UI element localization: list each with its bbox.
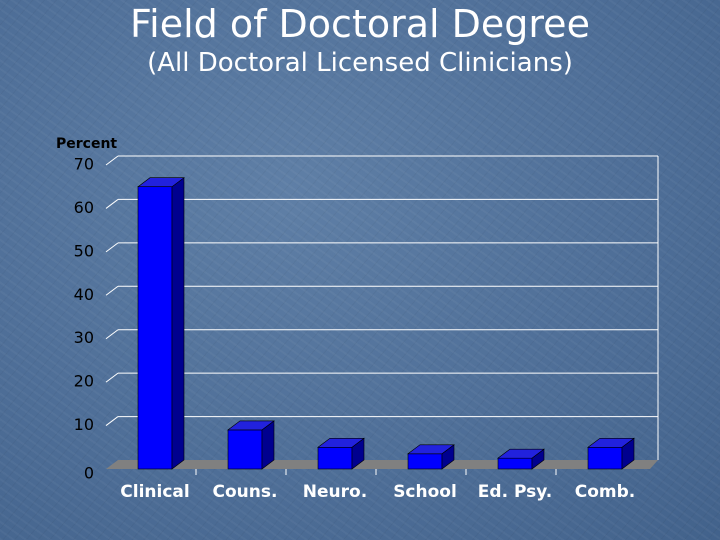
y-tick-label: 0 [84,464,94,483]
slide-subtitle: (All Doctoral Licensed Clinicians) [147,48,573,78]
bar-front [407,453,443,470]
gridline-side [105,285,119,296]
bar-front [497,457,533,470]
y-tick-label: 50 [74,241,94,260]
gridline-side [105,155,119,166]
bar-front [317,446,353,470]
slide-title: Field of Doctoral Degree [130,2,590,46]
bar-top [137,177,185,188]
x-category-label: Comb. [575,482,636,502]
x-category-label: Ed. Psy. [478,482,552,502]
x-category-label: Couns. [213,482,278,502]
bar-top [407,444,455,455]
chart-bars [137,177,635,470]
y-axis-ticks: 0 10 20 30 40 50 60 70 [74,155,94,483]
gridline-side [105,416,119,426]
bar-front [587,446,623,470]
floor-plane [106,460,658,469]
x-category-label: School [393,482,457,502]
x-axis-labels: Clinical Couns. Neuro. School Ed. Psy. Comb. [120,469,635,502]
y-tick-label: 30 [74,328,94,347]
gridline-side [105,242,119,253]
y-tick-label: 60 [74,198,94,217]
y-tick-label: 40 [74,285,94,304]
bar-side [171,177,185,470]
y-tick-label: 20 [74,372,94,391]
y-axis-label: Percent [56,136,117,152]
x-category-label: Neuro. [303,482,367,502]
bar-top [227,420,275,431]
y-tick-label: 70 [74,155,94,174]
bar-top [497,448,545,459]
bar-top [317,437,365,448]
y-tick-label: 10 [74,415,94,434]
bar-top [587,437,635,448]
bar-front [227,429,263,470]
gridline-side [105,329,119,340]
chart-grid [105,155,659,460]
chart-floor [106,460,658,469]
x-category-label: Clinical [120,482,189,502]
bar-front [137,186,173,470]
gridline-side [105,372,119,383]
gridline-side [105,199,119,209]
